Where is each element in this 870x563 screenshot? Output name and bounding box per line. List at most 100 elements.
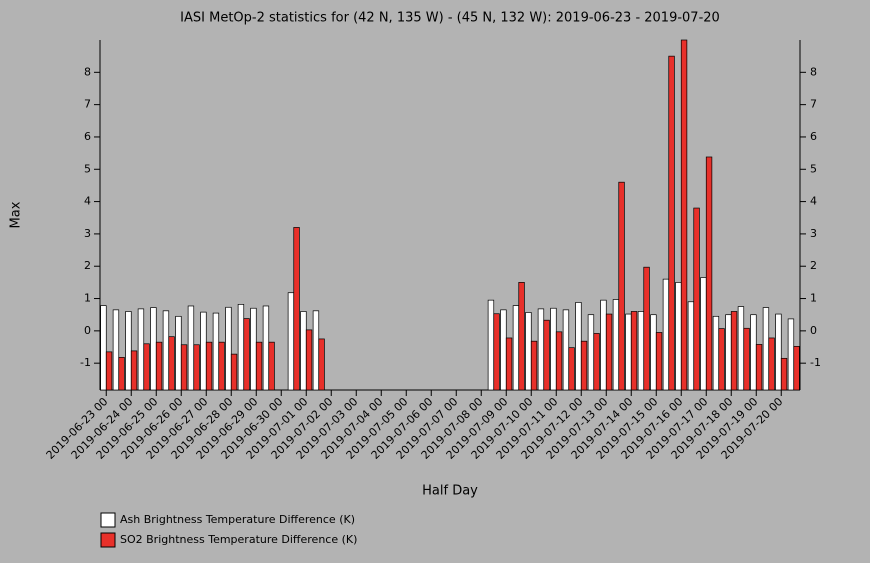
y-tick-label: 1 — [84, 292, 91, 305]
bar — [250, 307, 257, 391]
bar — [612, 299, 620, 391]
bar — [537, 308, 545, 391]
bar — [305, 329, 313, 391]
bar — [780, 357, 788, 391]
bar — [755, 344, 763, 391]
bar — [193, 344, 200, 391]
bar — [618, 181, 625, 391]
bar — [568, 347, 575, 391]
bar — [500, 309, 507, 391]
y-tick-label-right: 4 — [810, 195, 817, 208]
y-tick-label-right: 8 — [810, 65, 817, 78]
bar — [600, 299, 607, 391]
bar — [543, 319, 550, 391]
bar — [605, 313, 613, 391]
bar — [300, 311, 307, 391]
bar — [243, 318, 250, 391]
bar — [268, 341, 275, 391]
bar — [650, 314, 657, 391]
y-tick-label-right: 1 — [810, 292, 817, 305]
bar — [580, 340, 588, 391]
bar — [318, 338, 325, 391]
bar — [787, 318, 795, 391]
bar — [175, 315, 182, 391]
y-tick-label-right: 3 — [810, 227, 817, 240]
bar — [687, 301, 695, 391]
y-tick-label: 8 — [84, 65, 91, 78]
y-tick-label: -1 — [80, 356, 91, 369]
bar — [668, 55, 675, 391]
bar — [637, 311, 645, 391]
bar — [512, 305, 520, 391]
bar — [118, 357, 125, 391]
bar — [793, 346, 800, 391]
bar — [155, 341, 163, 391]
y-tick-label-right: 0 — [810, 324, 817, 337]
y-tick-label: 2 — [84, 259, 91, 272]
bar — [237, 304, 245, 391]
y-tick-label: 5 — [84, 162, 91, 175]
bar — [743, 327, 750, 391]
y-tick-label-right: 5 — [810, 162, 817, 175]
y-tick-label: 6 — [84, 130, 91, 143]
bar — [768, 337, 775, 391]
bar — [700, 277, 707, 391]
bar — [675, 282, 682, 391]
bar — [143, 343, 150, 391]
bar — [730, 311, 738, 391]
bar — [643, 266, 650, 391]
legend-swatch — [100, 512, 116, 528]
bar — [487, 299, 495, 391]
y-tick-label-right: 2 — [810, 259, 817, 272]
bar — [625, 313, 632, 391]
bar — [168, 336, 175, 391]
y-tick-label: 0 — [84, 324, 91, 337]
bar — [293, 227, 300, 391]
bar — [630, 311, 638, 391]
bar — [575, 302, 582, 391]
y-tick-label-right: 7 — [810, 98, 817, 111]
y-tick-label: 4 — [84, 195, 91, 208]
bar — [555, 331, 563, 391]
bar — [737, 306, 745, 391]
bar — [705, 156, 713, 391]
bar — [725, 314, 732, 391]
y-tick-label: 7 — [84, 98, 91, 111]
bar — [750, 314, 757, 391]
bar — [718, 328, 725, 391]
bar — [530, 340, 538, 391]
legend-swatch — [100, 532, 116, 548]
bar — [287, 292, 295, 391]
legend-label: SO2 Brightness Temperature Difference (K… — [120, 533, 357, 546]
bar — [255, 341, 263, 391]
bar — [262, 305, 270, 391]
bar — [162, 310, 170, 391]
bar — [100, 305, 107, 391]
bar — [187, 305, 195, 391]
bar — [655, 332, 663, 391]
bar — [212, 312, 220, 391]
bar — [225, 306, 232, 391]
bar — [662, 278, 670, 391]
legend-label: Ash Brightness Temperature Difference (K… — [120, 513, 355, 526]
y-tick-label-right: 6 — [810, 130, 817, 143]
bar — [587, 314, 595, 391]
bar — [593, 333, 600, 391]
bar — [312, 310, 320, 391]
bar — [218, 341, 225, 391]
bar — [550, 307, 557, 391]
bar — [180, 344, 188, 391]
bar — [505, 337, 513, 391]
bar — [125, 311, 132, 391]
bar — [525, 312, 532, 391]
bar — [105, 351, 113, 391]
bar — [693, 207, 700, 391]
y-tick-label: 3 — [84, 227, 91, 240]
bar — [762, 307, 770, 391]
y-tick-label-right: -1 — [810, 356, 821, 369]
x-axis-label: Half Day — [422, 484, 478, 499]
chart-title: IASI MetOp-2 statistics for (42 N, 135 W… — [180, 11, 720, 26]
bar — [205, 341, 213, 391]
